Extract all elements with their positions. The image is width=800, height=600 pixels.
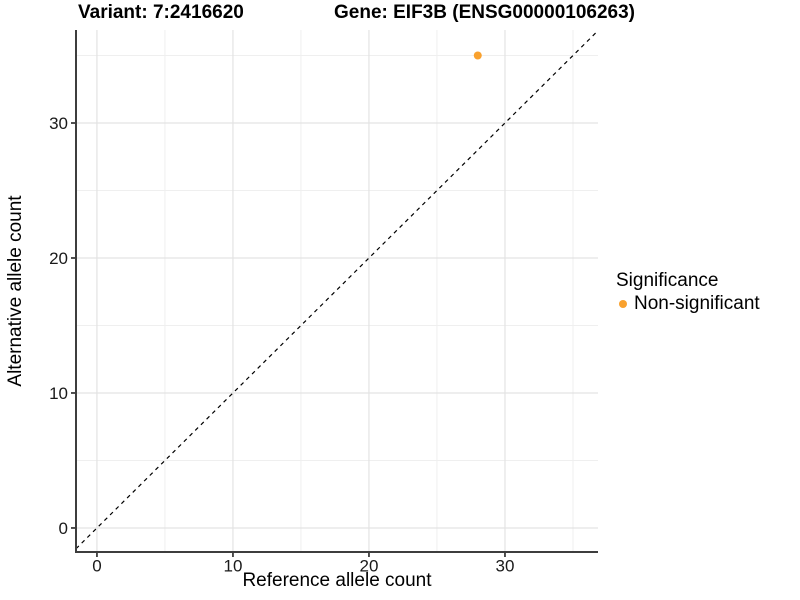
x-tick-label: 10 [223, 557, 242, 576]
legend-item-label: Non-significant [634, 293, 760, 314]
legend-item: Non-significant [616, 293, 760, 315]
y-tick-label: 10 [49, 384, 68, 403]
x-tick-label: 0 [92, 557, 101, 576]
legend-title: Significance [616, 270, 719, 291]
legend: Significance Non-significant [616, 270, 760, 315]
data-point [473, 51, 482, 60]
variant-title: Variant: 7:2416620 [78, 2, 244, 23]
x-tick-label: 30 [496, 557, 515, 576]
x-axis-title: Reference allele count [242, 570, 432, 591]
x-tick-label: 20 [360, 557, 379, 576]
y-axis-title: Alternative allele count [5, 195, 26, 387]
y-tick-label: 20 [49, 249, 68, 268]
gene-title: Gene: EIF3B (ENSG00000106263) [334, 2, 635, 23]
legend-point-icon [619, 300, 627, 308]
y-tick-label: 30 [49, 114, 68, 133]
y-tick-label: 0 [59, 519, 68, 538]
identity-line [75, 30, 599, 550]
